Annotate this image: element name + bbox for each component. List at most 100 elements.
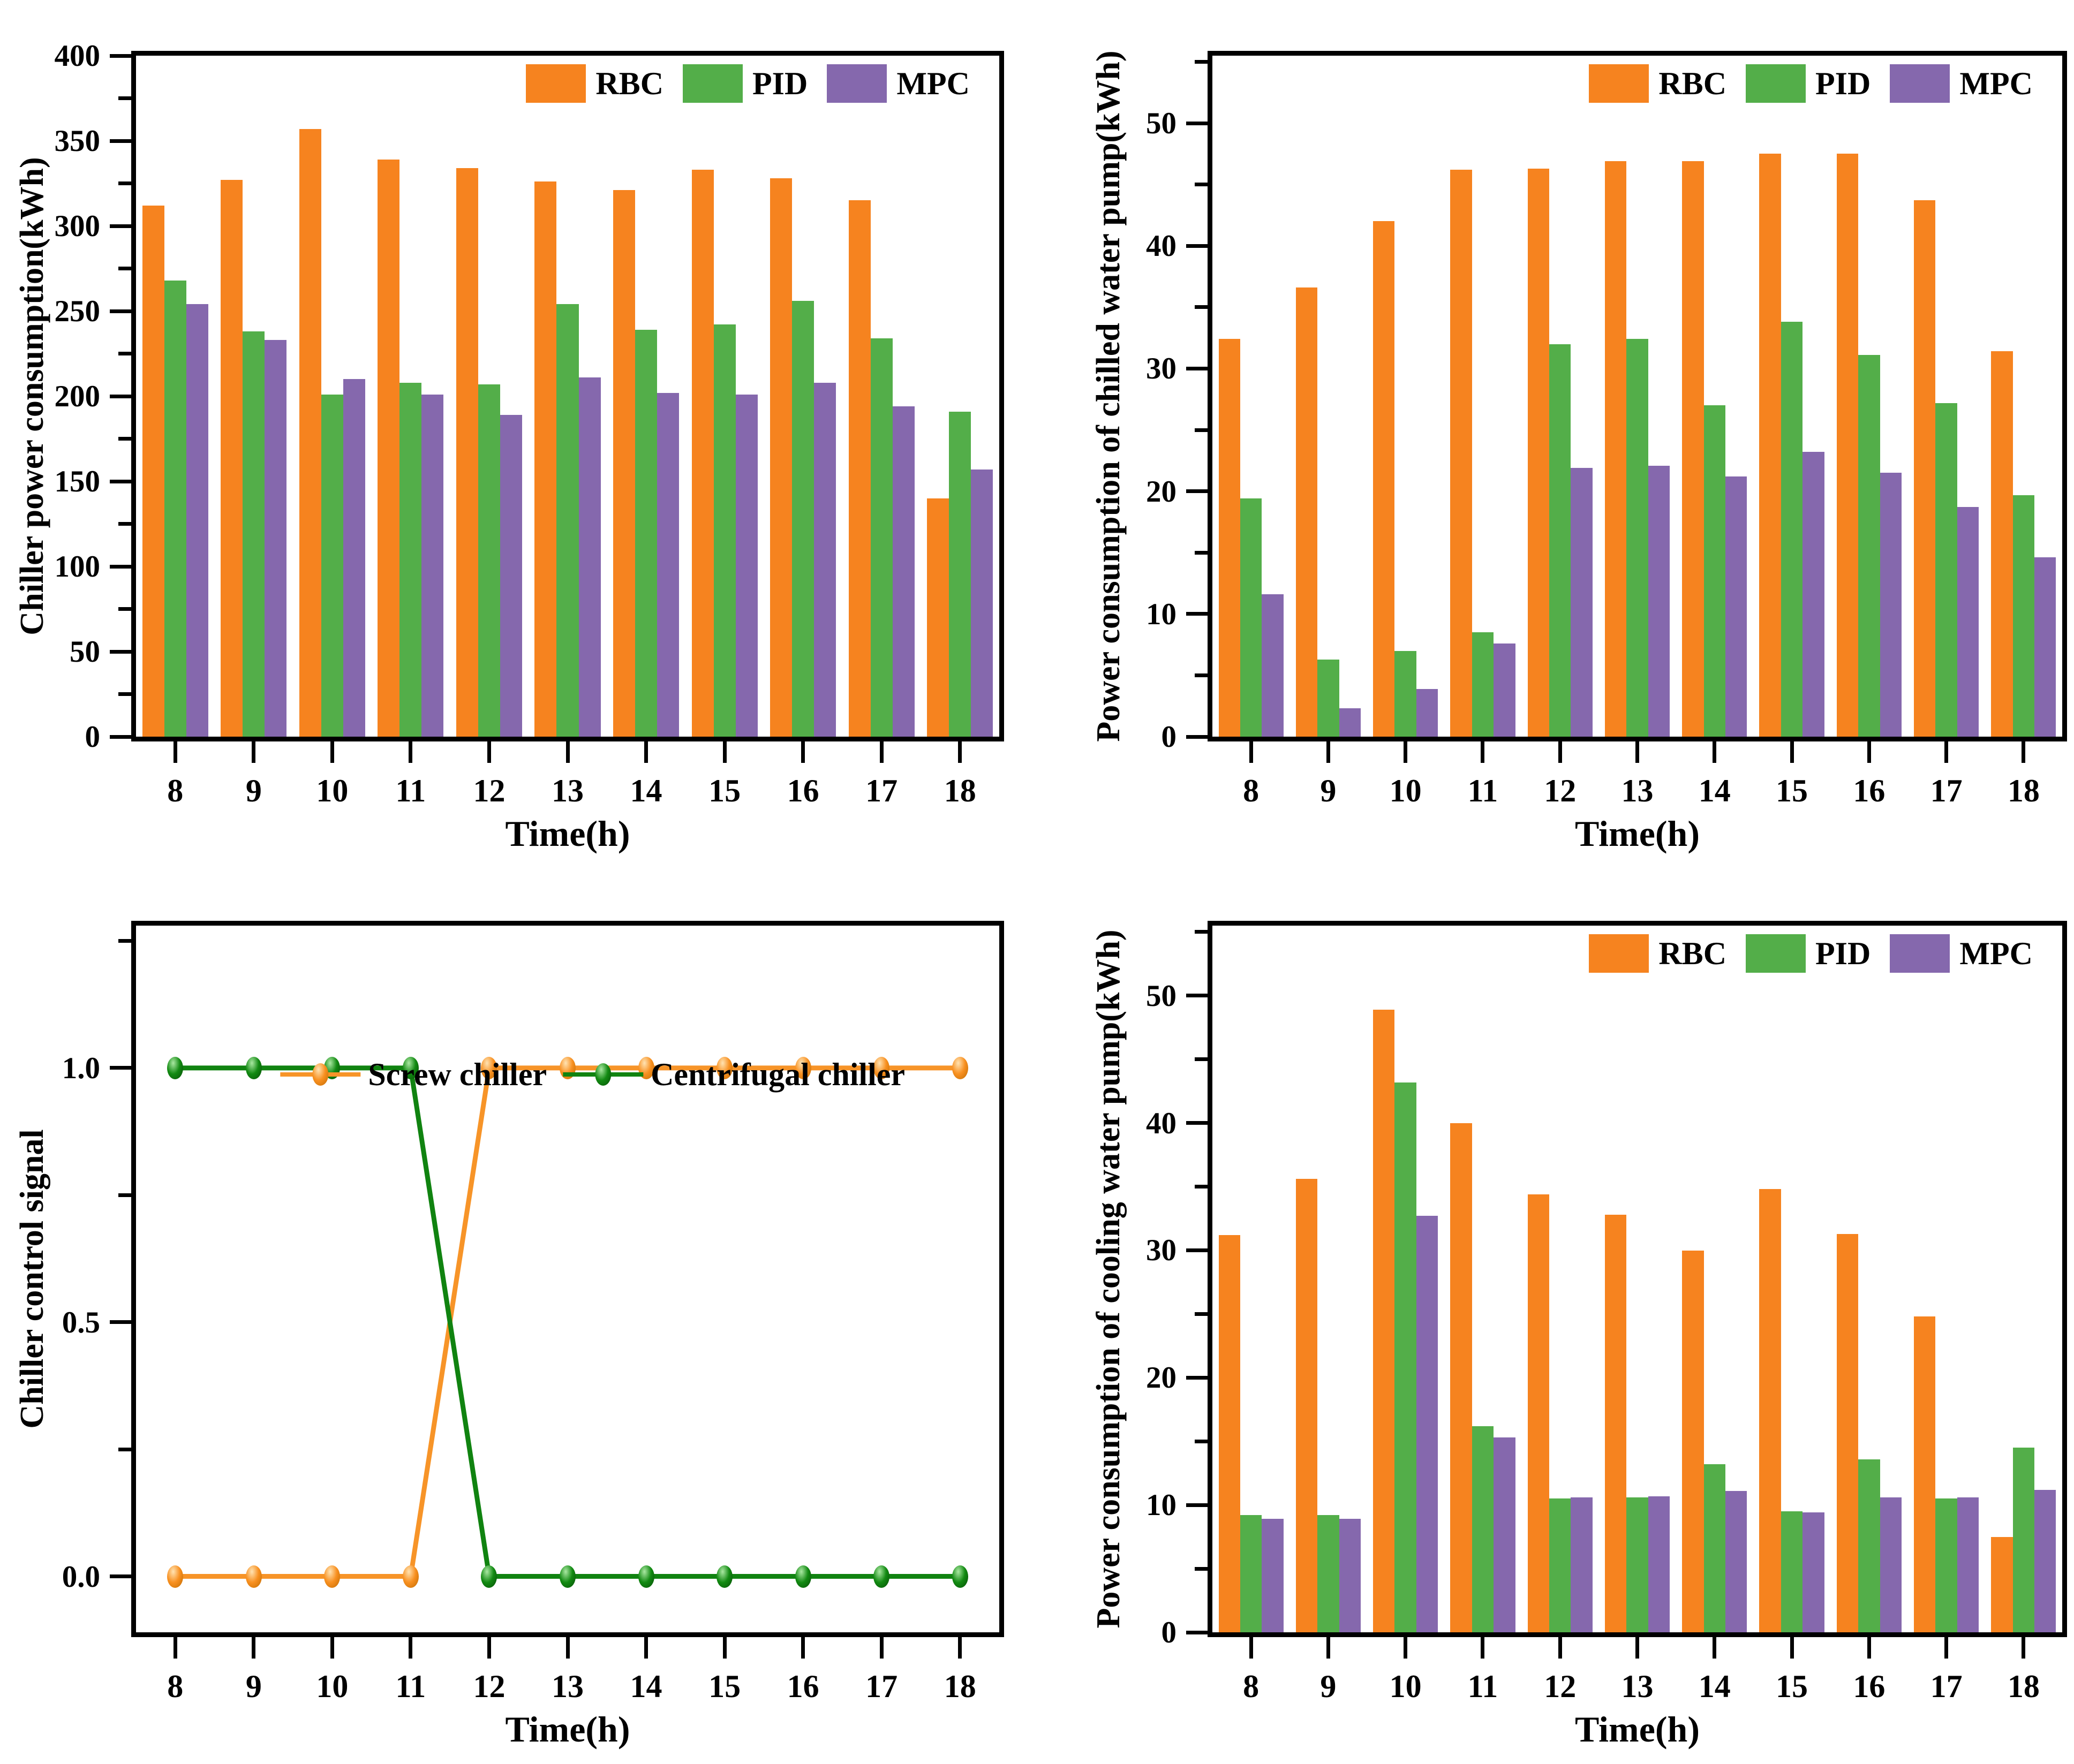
bar-mpc-h12 [1571, 468, 1593, 737]
bar-pid-h16 [1858, 1459, 1880, 1632]
y-tick-label: 150 [54, 465, 101, 498]
bar-rbc-h15 [691, 170, 714, 737]
x-axis-label: Time(h) [505, 813, 630, 854]
y-tick-label: 400 [54, 39, 101, 73]
bar-pid-h9 [1317, 659, 1339, 737]
x-major-tick [565, 741, 570, 763]
bar-pid-h10 [321, 394, 343, 737]
y-major-tick [110, 1574, 131, 1579]
y-major-tick [1186, 735, 1208, 739]
y-tick-label: 20 [1146, 474, 1176, 509]
y-tick-label: 50 [1146, 979, 1176, 1013]
x-major-tick [1249, 741, 1253, 763]
x-tick-label: 12 [1544, 1669, 1577, 1704]
bar-mpc-h17 [892, 406, 915, 737]
x-major-tick [1249, 1637, 1253, 1659]
bar-mpc-h12 [1571, 1497, 1593, 1632]
y-axis-label: Power consumption of cooling water pump(… [1090, 929, 1127, 1629]
y-minor-tick [1195, 428, 1208, 432]
bar-rbc-h11 [1450, 170, 1472, 737]
x-tick-label: 12 [473, 773, 506, 808]
legend-swatch-mpc [1890, 934, 1950, 973]
bar-rbc-h15 [1759, 1189, 1781, 1632]
y-major-tick [1186, 612, 1208, 616]
bar-mpc-h13 [1648, 465, 1670, 737]
y-major-tick [1186, 1375, 1208, 1380]
x-tick-label: 16 [787, 1669, 819, 1704]
y-minor-tick [118, 96, 131, 100]
y-major-tick [110, 1066, 131, 1070]
x-tick-label: 8 [167, 1669, 184, 1704]
bar-mpc-h16 [1880, 1497, 1902, 1632]
x-major-tick [1558, 1637, 1562, 1659]
bar-pid-h18 [2012, 495, 2035, 737]
bar-mpc-h13 [1648, 1496, 1670, 1632]
bar-rbc-h8 [1218, 339, 1240, 737]
y-major-tick [1186, 1630, 1208, 1634]
bar-rbc-h12 [1527, 168, 1550, 737]
bar-rbc-h13 [1604, 161, 1627, 737]
marker-centrifugal-chiller [167, 1056, 184, 1079]
bar-rbc-h10 [299, 128, 321, 737]
x-tick-label: 12 [473, 1669, 506, 1704]
y-minor-tick [1195, 1185, 1208, 1189]
x-major-tick [1635, 741, 1639, 763]
x-tick-label: 11 [395, 773, 426, 808]
y-tick-label: 30 [1146, 1233, 1176, 1268]
y-tick-label: 0.5 [62, 1305, 100, 1339]
bar-rbc-h14 [613, 190, 636, 737]
y-tick-label: 200 [54, 380, 101, 413]
x-tick-label: 9 [245, 1669, 262, 1704]
x-major-tick [1867, 741, 1871, 763]
x-tick-label: 17 [865, 1669, 898, 1704]
y-major-tick [1186, 489, 1208, 494]
y-major-tick [110, 1320, 131, 1324]
x-axis-label: Time(h) [1575, 813, 1700, 854]
bar-rbc-h16 [770, 178, 793, 737]
y-minor-tick [1195, 1566, 1208, 1571]
bar-pid-h12 [1549, 1498, 1571, 1632]
x-major-tick [1404, 1637, 1408, 1659]
legend-item-mpc: MPC [1890, 934, 2033, 973]
x-major-tick [330, 741, 334, 763]
marker-centrifugal-chiller [717, 1565, 733, 1588]
bar-rbc-h18 [1991, 351, 2013, 737]
y-major-tick [110, 649, 131, 654]
bar-pid-h8 [164, 280, 186, 737]
y-tick-label: 40 [1146, 229, 1176, 263]
x-tick-label: 13 [1621, 773, 1654, 808]
y-major-tick [110, 224, 131, 228]
x-tick-label: 8 [1243, 1669, 1260, 1704]
bar-mpc-h9 [265, 340, 287, 737]
x-tick-label: 14 [1698, 1669, 1731, 1704]
bar-rbc-h11 [1450, 1123, 1472, 1632]
bar-rbc-h14 [1682, 1250, 1704, 1632]
y-minor-tick [118, 938, 131, 943]
bar-mpc-h14 [1725, 476, 1747, 737]
marker-centrifugal-chiller [560, 1565, 576, 1588]
y-minor-tick [1195, 1057, 1208, 1062]
bar-pid-h17 [1935, 403, 1957, 737]
marker-screw-chiller [795, 1056, 811, 1079]
marker-centrifugal-chiller [245, 1056, 262, 1079]
x-tick-label: 9 [1320, 773, 1337, 808]
bar-mpc-h10 [343, 379, 365, 737]
marker-centrifugal-chiller [481, 1565, 497, 1588]
x-tick-label: 10 [1389, 1669, 1422, 1704]
legend-item-pid: PID [683, 64, 808, 103]
y-tick-label: 300 [54, 209, 101, 243]
y-minor-tick [1195, 930, 1208, 934]
y-tick-label: 100 [54, 550, 101, 584]
bar-pid-h18 [2012, 1448, 2035, 1632]
legend-swatch-pid [1746, 64, 1806, 103]
y-major-tick [110, 479, 131, 483]
legend-label: RBC [1658, 66, 1727, 101]
bar-rbc-h16 [1836, 1233, 1859, 1632]
y-tick-label: 50 [1146, 107, 1176, 141]
bar-pid-h11 [399, 382, 422, 737]
legend-swatch-pid [1746, 934, 1806, 973]
bar-rbc-h18 [927, 498, 949, 737]
x-major-tick [1944, 741, 1949, 763]
x-major-tick [1790, 741, 1794, 763]
